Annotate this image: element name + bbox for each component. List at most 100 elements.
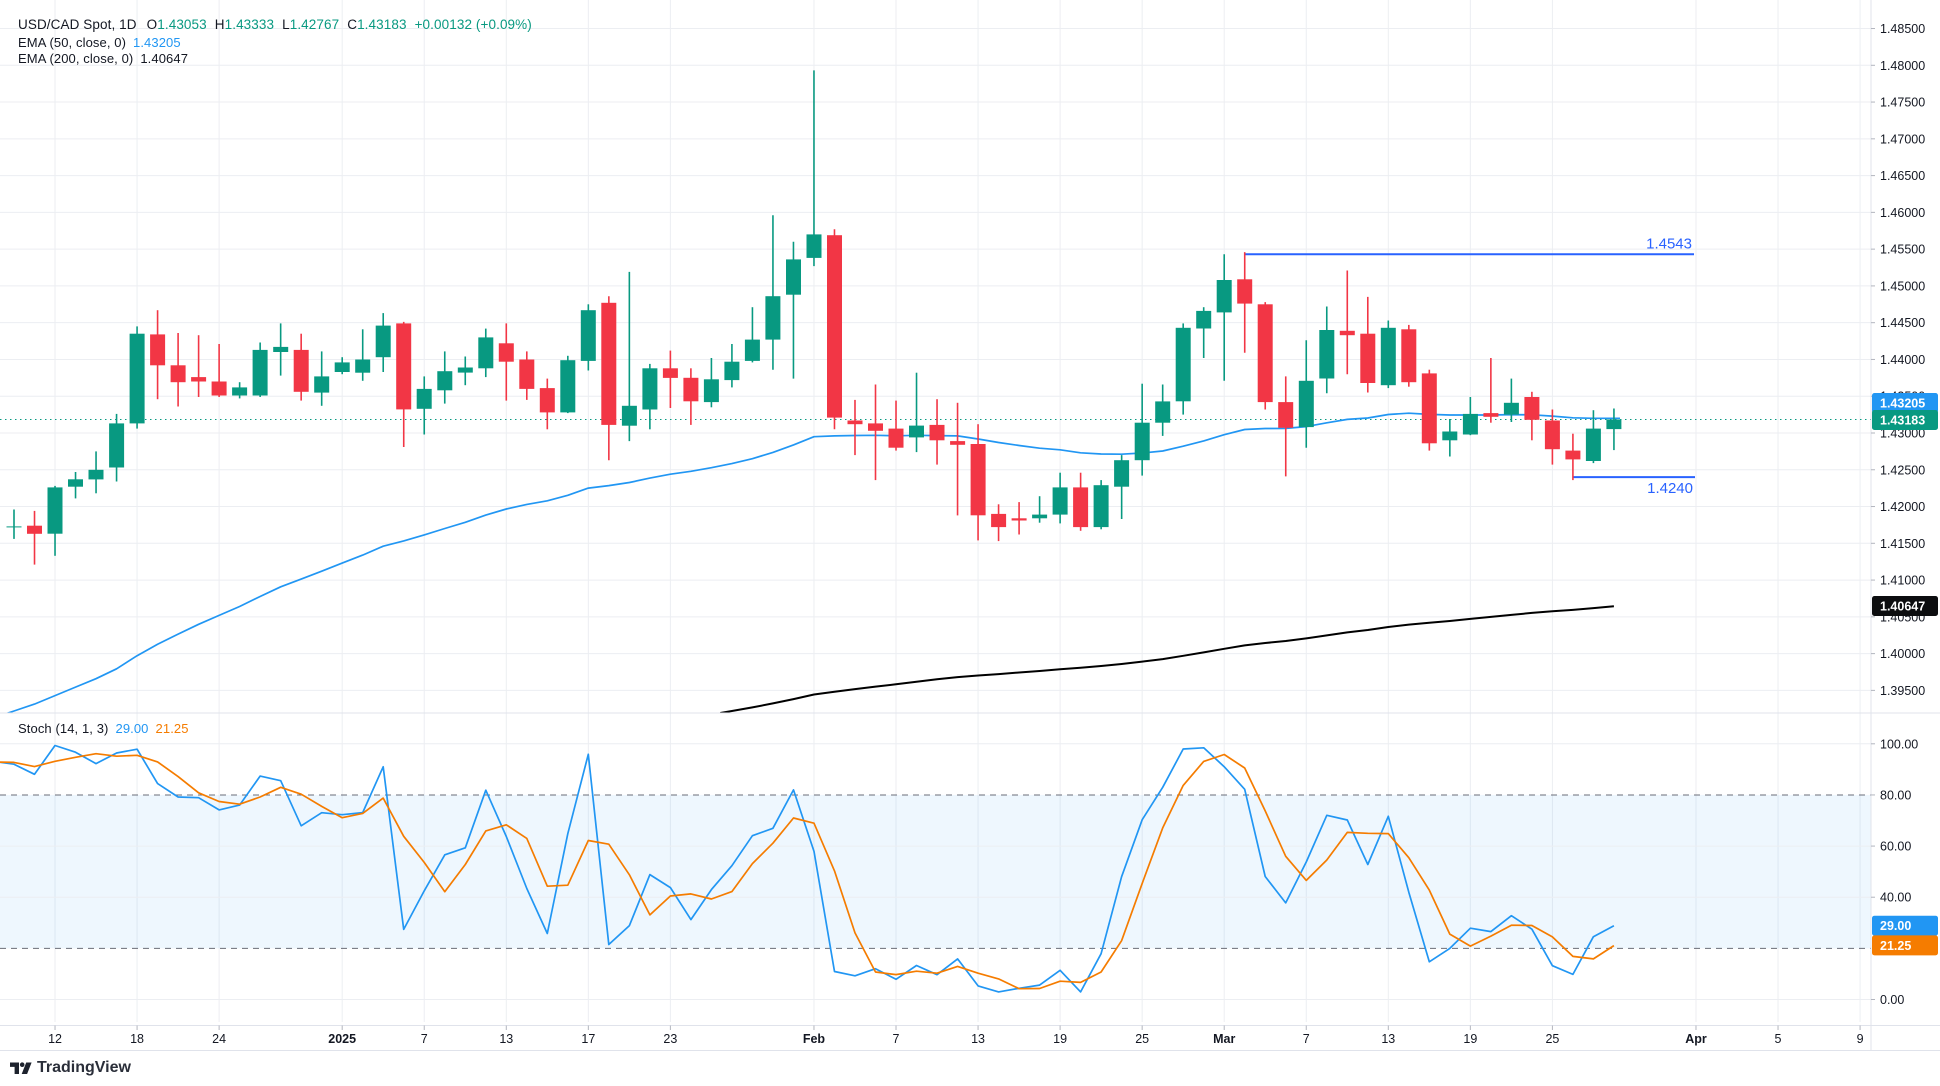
stoch-gridlines [0, 743, 1871, 1000]
candle [150, 310, 166, 400]
candle-body [1544, 420, 1560, 450]
price-gridlines [0, 28, 1871, 691]
candle [191, 335, 207, 397]
time-tick-label: Mar [1213, 1032, 1235, 1046]
candle [396, 321, 412, 447]
candle [1052, 472, 1068, 524]
candle [1032, 496, 1048, 523]
candle-body [109, 423, 125, 468]
high-value: 1.43333 [224, 17, 275, 32]
price-badge: 1.43205 [1872, 393, 1938, 413]
candle [1483, 358, 1499, 423]
time-tick-label: 19 [1463, 1032, 1477, 1046]
price-badge: 1.40647 [1872, 596, 1938, 616]
price-tick-label: 1.48500 [1880, 22, 1925, 36]
candle-body [1114, 460, 1130, 487]
stoch-band [0, 794, 1871, 949]
tradingview-watermark[interactable]: TradingView [10, 1059, 131, 1077]
candle-body [457, 367, 473, 373]
close-value: 1.43183 [357, 17, 407, 32]
candle-body [355, 359, 371, 373]
candle-body [416, 388, 432, 409]
candle [129, 326, 145, 429]
price-axis[interactable]: 1.48500 1.48000 1.47500 1.47000 1.46500 1.460… [1871, 22, 1925, 698]
time-axis[interactable]: 12 18 24 2025 7 13 17 23 Feb 7 13 19 25 Mar 7 13 19 25 Apr… [48, 1025, 1864, 1047]
candle-body [498, 343, 514, 362]
candle [970, 424, 986, 541]
price-tick-label: 1.45000 [1880, 279, 1925, 293]
change-value: +0.00132 (+0.09%) [414, 17, 532, 32]
candle [847, 399, 863, 456]
watermark-text: TradingView [37, 1059, 131, 1076]
svg-text:1.43205: 1.43205 [1880, 397, 1925, 411]
svg-text:21.25: 21.25 [1880, 939, 1911, 953]
time-tick-label: 13 [1381, 1032, 1395, 1046]
low-value: 1.42767 [289, 17, 340, 32]
candle-body [478, 337, 494, 369]
open-label: O [146, 17, 158, 32]
candle [1442, 419, 1458, 457]
stoch-axis[interactable]: 100.00 80.00 60.00 40.00 0.00 [1871, 737, 1918, 1007]
candle-body [293, 349, 309, 392]
candle [27, 510, 42, 565]
candle-body [539, 388, 555, 413]
price-tick-label: 1.48000 [1880, 59, 1925, 73]
ema50-legend[interactable]: EMA (50, close, 0) 1.43205 [18, 35, 181, 50]
candle [806, 70, 822, 267]
candle [560, 355, 576, 414]
candle [909, 372, 924, 453]
stoch-d-line [0, 752, 1615, 990]
candle-body [88, 469, 104, 480]
price-tick-label: 1.42500 [1880, 463, 1925, 477]
time-tick-label: 5 [1775, 1032, 1782, 1046]
candle [1093, 480, 1109, 530]
candle [1196, 307, 1212, 358]
ema200-legend[interactable]: EMA (200, close, 0) 1.40647 [18, 51, 188, 66]
candle-body [1134, 422, 1150, 461]
candle-body [1462, 413, 1478, 435]
ema200-label: EMA (200, close, 0) [18, 51, 134, 66]
candle [1339, 270, 1355, 375]
candle-body [1196, 310, 1212, 329]
candle [580, 304, 596, 371]
candle [355, 329, 371, 381]
candle-body [642, 368, 658, 410]
candle [1175, 323, 1191, 415]
stoch-tick-label: 80.00 [1880, 788, 1911, 802]
candle-body [683, 377, 699, 402]
candle [950, 402, 966, 516]
price-tick-label: 1.47500 [1880, 96, 1925, 110]
candle-body [1503, 402, 1519, 415]
candle-body [724, 361, 740, 381]
symbol-legend[interactable]: USD/CAD Spot, 1D O1.43053 H1.43333 L1.42767… [18, 17, 532, 32]
svg-text:1.43183: 1.43183 [1880, 414, 1925, 428]
candle [1606, 408, 1622, 451]
price-tick-label: 1.44000 [1880, 353, 1925, 367]
candle-body [1011, 518, 1027, 521]
candle [1011, 502, 1027, 535]
candle-body [1401, 329, 1417, 383]
candle [314, 351, 330, 406]
candle [1278, 376, 1294, 477]
time-tick-label: 12 [48, 1032, 62, 1046]
svg-text:1.40647: 1.40647 [1880, 600, 1925, 614]
candle-body [1155, 401, 1171, 423]
candle [1544, 409, 1560, 465]
candle [827, 229, 842, 430]
candle-body [47, 487, 63, 534]
candle [47, 485, 63, 556]
price-level-lines[interactable]: 1.4543 1.4240 [1244, 235, 1695, 497]
stoch-badge: 21.25 [1872, 935, 1938, 956]
candle [642, 363, 658, 430]
candle [1380, 320, 1396, 389]
stoch-k-value: 29.00 [115, 721, 149, 736]
candle [416, 376, 432, 435]
candle-body [1524, 397, 1540, 420]
time-tick-label: 7 [1303, 1032, 1310, 1046]
candle [88, 451, 104, 494]
stoch-legend[interactable]: Stoch (14, 1, 3) 29.00 21.25 [18, 721, 189, 736]
candle-body [601, 302, 617, 425]
candle-body [437, 371, 453, 391]
